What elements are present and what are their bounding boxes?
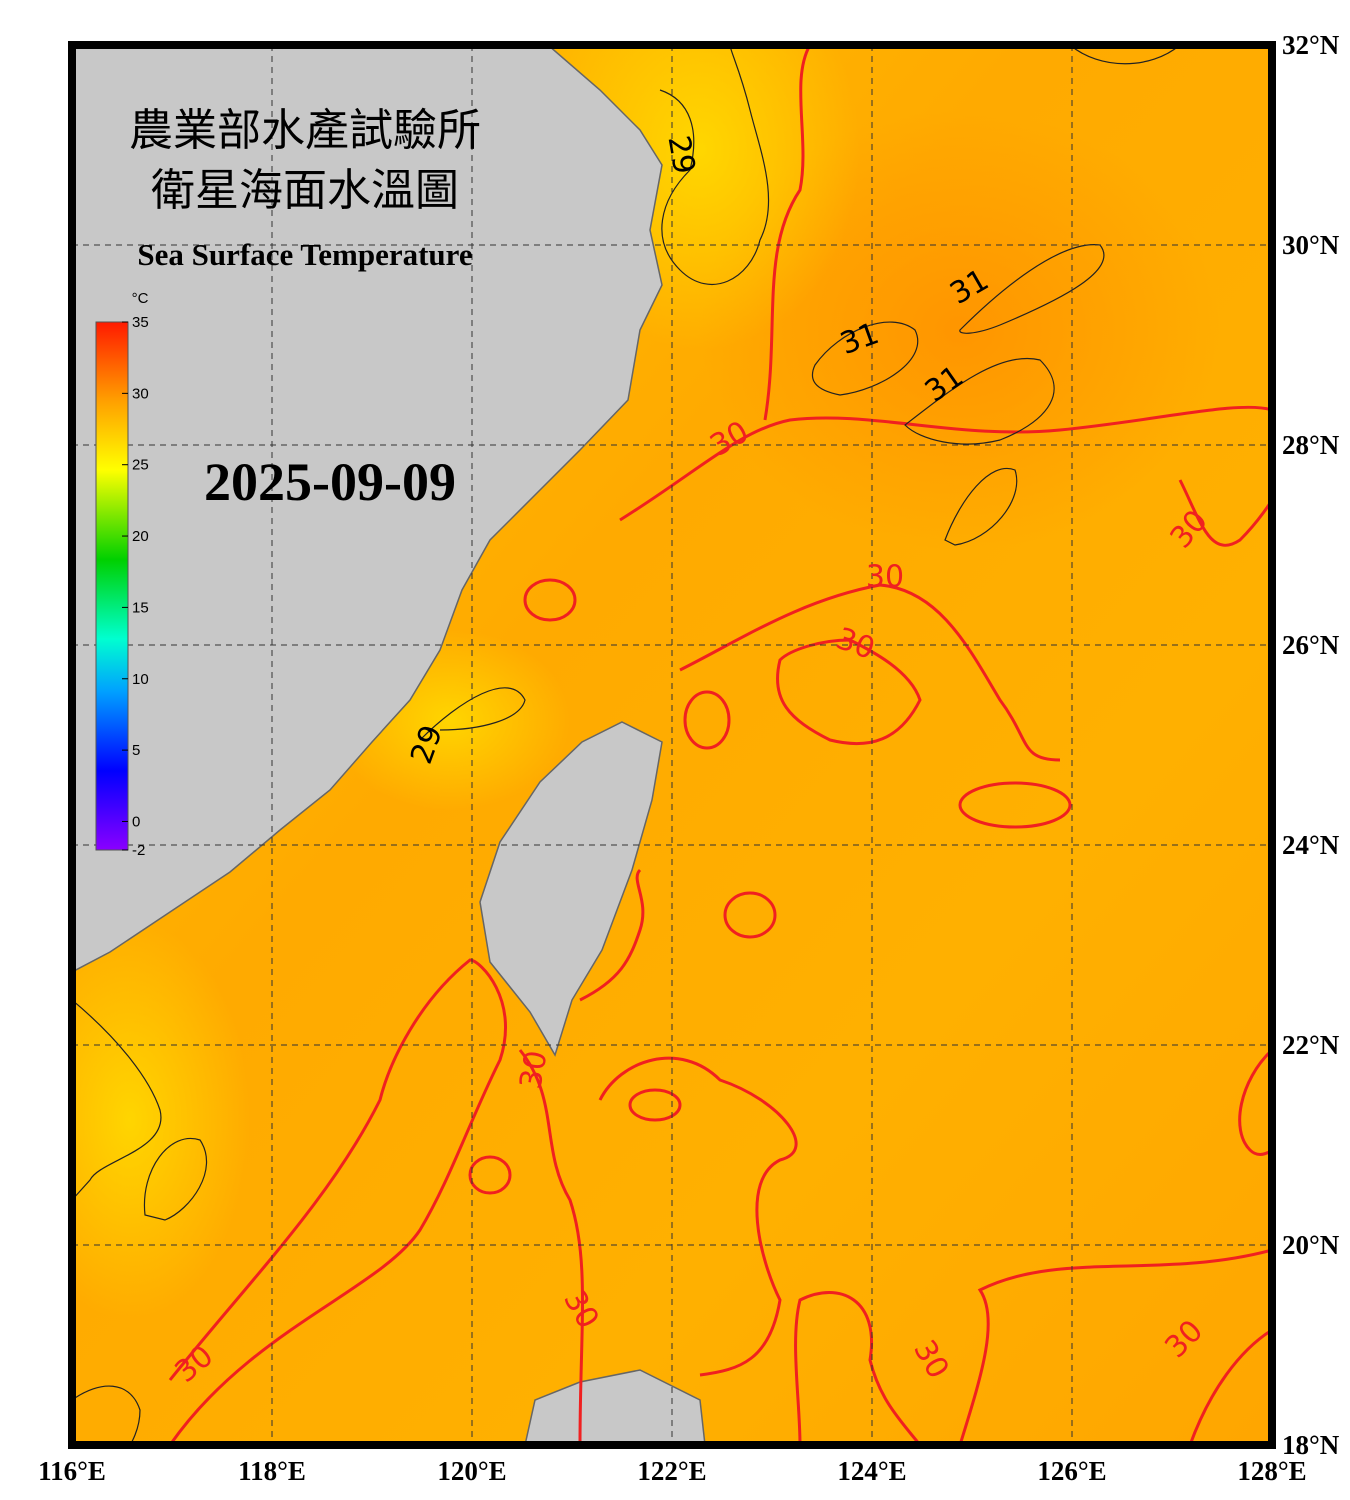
lon-label: 122°E <box>637 1456 706 1486</box>
cool-patch <box>72 920 250 1320</box>
contour <box>679 583 1061 762</box>
contour-label: 29 <box>660 133 701 177</box>
mainland <box>72 45 663 973</box>
lat-label: 30°N <box>1282 230 1340 260</box>
contour <box>958 781 1072 829</box>
contour <box>72 1385 141 1445</box>
contour-label: 30 <box>513 1048 554 1092</box>
contour <box>72 999 162 1201</box>
contour <box>168 958 507 1445</box>
contour <box>598 1056 798 1377</box>
contour-label: 30 <box>866 560 904 595</box>
contour <box>683 690 731 750</box>
contour <box>1188 1328 1272 1445</box>
axis-labels: 116°E 118°E 120°E 122°E 124°E 126°E 128°E 32°N 3… <box>38 30 1340 1486</box>
colorbar-tick-label: 10 <box>132 671 149 688</box>
contour <box>944 467 1018 546</box>
colorbar-ticks: 35 30 25 20 15 10 5 0 -2 <box>122 314 149 859</box>
contour <box>904 357 1055 445</box>
title-zh-1: 農業部水產試驗所 <box>129 106 481 155</box>
contour <box>775 638 922 746</box>
contours-30 <box>168 45 1272 1445</box>
title-en: Sea Surface Temperature <box>137 237 472 272</box>
colorbar-tick-label: 5 <box>132 742 140 759</box>
colorbar-tick-label: 15 <box>132 599 149 616</box>
lat-label: 26°N <box>1282 630 1340 660</box>
colorbar-unit: °C <box>132 290 149 307</box>
contour <box>959 244 1105 334</box>
contour <box>468 1155 512 1195</box>
lat-label: 24°N <box>1282 830 1340 860</box>
lon-label: 118°E <box>238 1456 306 1486</box>
lat-label: 22°N <box>1282 1030 1340 1060</box>
contour <box>723 891 777 939</box>
contours-thin <box>72 45 1181 1445</box>
contour <box>1238 1048 1272 1156</box>
title-zh-2: 衛星海面水溫圖 <box>151 166 459 215</box>
lat-label: 32°N <box>1282 30 1340 60</box>
contour <box>628 1088 682 1122</box>
contour <box>523 578 577 622</box>
lon-label: 116°E <box>38 1456 106 1486</box>
colorbar-tick-label: 0 <box>132 813 140 830</box>
colorbar-tick-label: 20 <box>132 528 149 545</box>
lon-label: 124°E <box>837 1456 906 1486</box>
colorbar-tick-label: 25 <box>132 457 149 474</box>
colorbar-tick-label: 30 <box>132 385 149 402</box>
colorbar <box>95 321 129 851</box>
contour <box>619 405 1272 522</box>
contour <box>419 687 526 741</box>
graticule <box>72 45 1272 1445</box>
taiwan <box>479 721 663 1057</box>
contour <box>518 1049 584 1445</box>
contour <box>794 1291 922 1445</box>
contour <box>1178 479 1272 547</box>
contour <box>1069 45 1181 65</box>
contour <box>958 1248 1272 1445</box>
lat-label: 18°N <box>1282 1430 1340 1460</box>
contour <box>579 868 645 1002</box>
lon-label: 128°E <box>1237 1456 1306 1486</box>
contour <box>811 321 919 396</box>
colorbar-tick-label: -2 <box>132 842 145 859</box>
lat-label: 28°N <box>1282 430 1340 460</box>
contour <box>763 45 812 421</box>
colorbar-tick-label: 35 <box>132 314 149 331</box>
contour <box>143 1137 207 1221</box>
map-frame <box>68 41 1276 1449</box>
luzon <box>524 1369 706 1445</box>
date: 2025-09-09 <box>204 452 456 512</box>
lon-label: 120°E <box>437 1456 506 1486</box>
lat-label: 20°N <box>1282 1230 1340 1260</box>
contour <box>659 45 770 286</box>
lon-label: 126°E <box>1037 1456 1106 1486</box>
